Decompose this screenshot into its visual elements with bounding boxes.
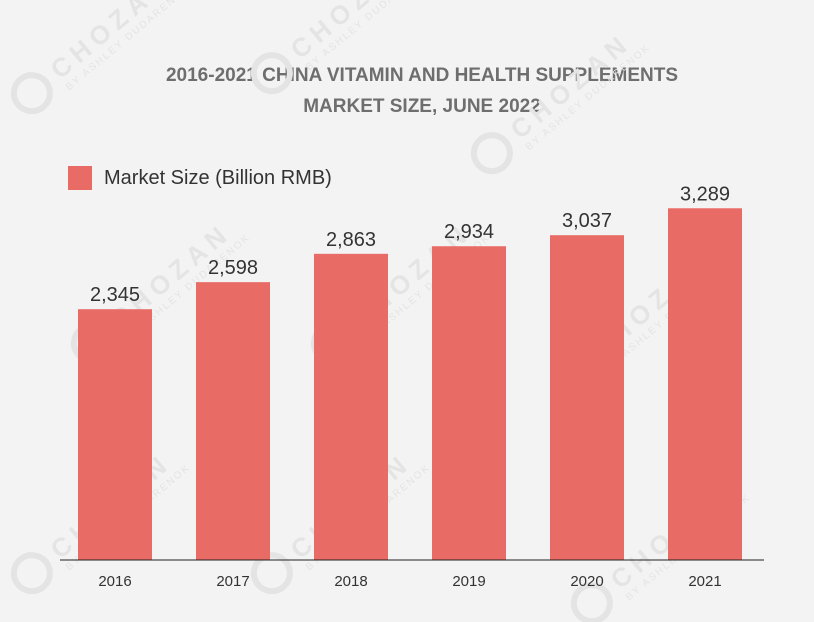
x-tick-2016: 2016 — [98, 573, 131, 590]
chart-title-line-1: 2016-2021 CHINA VITAMIN AND HEALTH SUPPL… — [165, 65, 679, 86]
x-tick-2020: 2020 — [570, 573, 603, 590]
watermark-logo-icon — [470, 132, 513, 175]
watermark-brand: CHOZAN — [505, 27, 637, 145]
legend-swatch — [68, 166, 92, 190]
data-label-2016: 2,345 — [90, 284, 140, 306]
bar-2016 — [78, 309, 152, 560]
x-tick-2021: 2021 — [688, 573, 721, 590]
bar-2017 — [196, 282, 270, 560]
bar-2020 — [550, 235, 624, 560]
bar-2019 — [432, 246, 506, 560]
x-tick-2019: 2019 — [452, 573, 485, 590]
bar-2018 — [314, 253, 388, 560]
data-label-2019: 2,934 — [444, 221, 494, 243]
watermark-logo-icon — [250, 52, 293, 95]
watermark-logo-icon — [570, 582, 613, 622]
x-axis-ticks: 2016 2017 2018 2019 2020 2021 — [98, 573, 721, 590]
chart-title-line-2: MARKET SIZE, JUNE 2022 — [303, 96, 541, 117]
x-tick-2018: 2018 — [334, 573, 367, 590]
watermark-logo-icon — [10, 72, 53, 115]
x-tick-2017: 2017 — [216, 573, 249, 590]
legend-label: Market Size (Billion RMB) — [104, 166, 332, 189]
chart-title: 2016-2021 CHINA VITAMIN AND HEALTH SUPPL… — [60, 60, 784, 122]
data-label-2017: 2,598 — [208, 257, 258, 279]
chart-legend: Market Size (Billion RMB) — [68, 166, 332, 190]
bar-group: 2,345 2,598 2,863 2,934 3,037 3,289 — [78, 183, 742, 561]
bar-2021 — [668, 208, 742, 561]
data-label-2020: 3,037 — [562, 210, 612, 232]
data-label-2021: 3,289 — [680, 183, 730, 205]
data-label-2018: 2,863 — [326, 229, 376, 251]
watermark-logo-icon — [10, 552, 53, 595]
